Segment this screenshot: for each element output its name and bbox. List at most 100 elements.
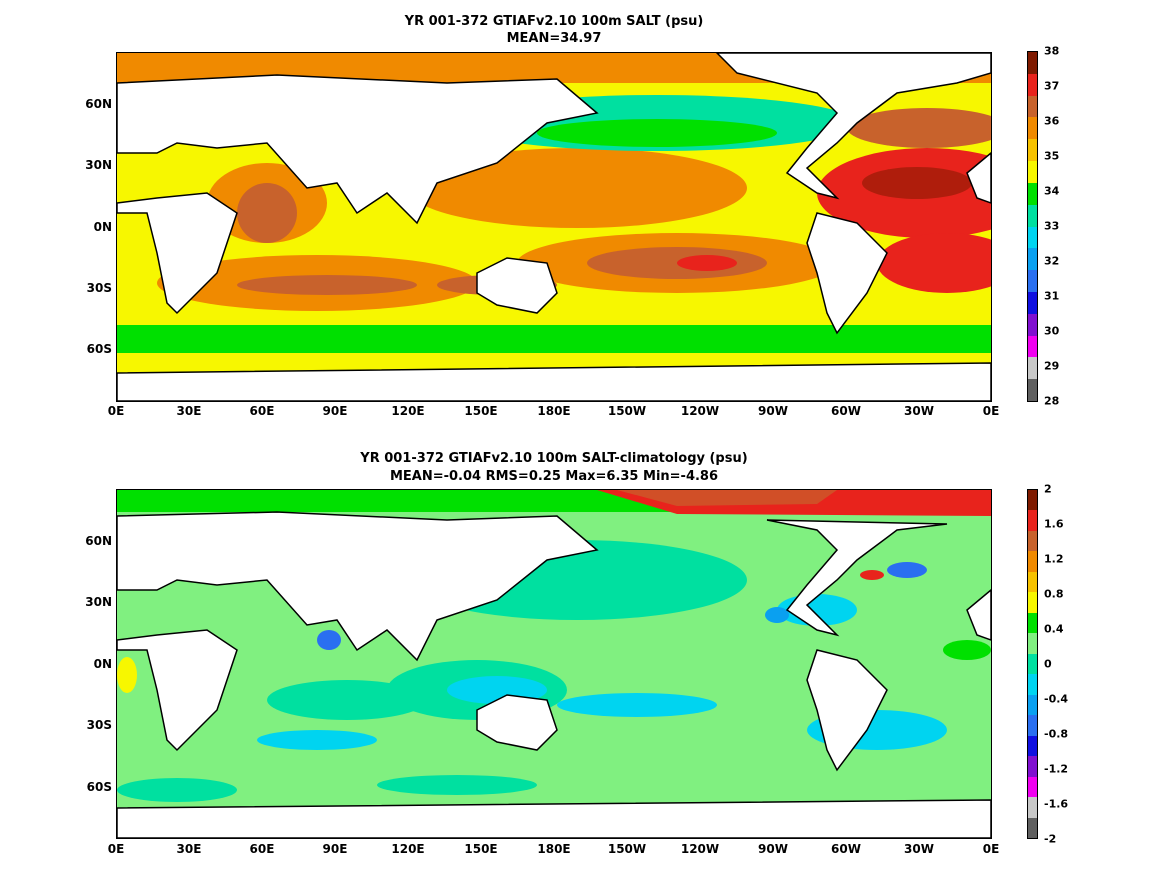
colorbar-label: 0 xyxy=(1044,657,1052,671)
colorbar-swatch xyxy=(1028,653,1037,675)
y-tick-label: 0N xyxy=(93,220,112,234)
colorbar-swatch xyxy=(1028,226,1037,249)
panel-title-line2: MEAN=34.97 xyxy=(506,31,602,46)
x-tick-label: 30E xyxy=(176,404,202,418)
colorbar-swatch xyxy=(1028,715,1037,736)
colorbar-label: 33 xyxy=(1044,219,1060,233)
colorbar-label: 37 xyxy=(1044,79,1060,93)
colorbar-swatch xyxy=(1028,117,1037,140)
x-tick-label: 0E xyxy=(982,842,1000,856)
x-tick-label: 90W xyxy=(758,842,788,856)
x-tick-label: 120E xyxy=(391,404,425,418)
panel-title-line2: MEAN=-0.04 RMS=0.25 Max=6.35 Min=-4.86 xyxy=(389,469,719,484)
panel-title-line1: YR 001-372 GTIAFv2.10 100m SALT-climatol… xyxy=(360,451,748,466)
colorbar-swatch xyxy=(1028,551,1037,572)
x-tick-label: 180E xyxy=(537,842,571,856)
colorbar-swatch xyxy=(1028,817,1037,838)
anomaly-map xyxy=(116,489,992,839)
x-tick-label: 30E xyxy=(176,842,202,856)
x-tick-label: 150E xyxy=(464,404,498,418)
y-tick-label: 30S xyxy=(86,718,112,732)
colorbar-swatch xyxy=(1028,674,1037,695)
colorbar-label: 28 xyxy=(1044,394,1060,408)
colorbar-label: 0.8 xyxy=(1044,587,1064,601)
colorbar-swatch xyxy=(1028,313,1037,336)
colorbar xyxy=(1027,489,1038,839)
colorbar-swatch xyxy=(1028,571,1037,593)
x-tick-label: 90E xyxy=(322,842,348,856)
y-tick-label: 60S xyxy=(86,780,112,794)
y-tick-label: 60S xyxy=(86,342,112,356)
colorbar-label: 32 xyxy=(1044,254,1060,268)
colorbar-swatch xyxy=(1028,248,1037,271)
colorbar-swatch xyxy=(1028,182,1037,205)
x-tick-label: 60E xyxy=(249,404,275,418)
colorbar-swatch xyxy=(1028,530,1037,552)
colorbar-label: 1.6 xyxy=(1044,517,1064,531)
x-tick-label: 150E xyxy=(464,842,498,856)
colorbar-swatch xyxy=(1028,735,1037,757)
colorbar-label: -2 xyxy=(1044,832,1057,846)
x-tick-label: 60W xyxy=(831,842,861,856)
y-tick-label: 60N xyxy=(85,97,112,111)
salinity-field xyxy=(117,53,991,401)
colorbar-swatch xyxy=(1028,357,1037,380)
colorbar-swatch xyxy=(1028,510,1037,531)
colorbar-label: 31 xyxy=(1044,289,1060,303)
colorbar-swatch xyxy=(1028,73,1037,96)
x-tick-label: 90W xyxy=(758,404,788,418)
colorbar-label: -0.4 xyxy=(1044,692,1069,706)
colorbar-swatch xyxy=(1028,204,1037,227)
colorbar-swatch xyxy=(1028,490,1037,511)
colorbar-swatch xyxy=(1028,52,1037,74)
colorbar-label: 30 xyxy=(1044,324,1060,338)
x-tick-label: 120W xyxy=(680,404,720,418)
x-tick-label: 150W xyxy=(607,842,647,856)
colorbar xyxy=(1027,51,1038,402)
x-tick-label: 60W xyxy=(831,404,861,418)
y-tick-label: 0N xyxy=(93,657,112,671)
x-axis-labels: 0E 30E 60E 90E 120E 150E 180E 150W 120W … xyxy=(108,842,1000,858)
colorbar-swatch xyxy=(1028,95,1037,118)
colorbar-label: -0.8 xyxy=(1044,727,1069,741)
y-tick-label: 30S xyxy=(86,281,112,295)
colorbar-swatch xyxy=(1028,694,1037,716)
y-tick-label: 60N xyxy=(85,534,112,548)
colorbar-label: 35 xyxy=(1044,149,1060,163)
colorbar-swatch xyxy=(1028,592,1037,613)
colorbar-label: 1.2 xyxy=(1044,552,1064,566)
colorbar-swatch xyxy=(1028,797,1037,818)
colorbar-swatch xyxy=(1028,139,1037,162)
colorbar-swatch xyxy=(1028,612,1037,634)
colorbar-swatch xyxy=(1028,776,1037,798)
panel-title-line1: YR 001-372 GTIAFv2.10 100m SALT (psu) xyxy=(404,14,704,29)
colorbar-swatch xyxy=(1028,756,1037,777)
colorbar-label: 0.4 xyxy=(1044,622,1064,636)
colorbar-label: 36 xyxy=(1044,114,1060,128)
y-tick-label: 30N xyxy=(85,158,112,172)
x-tick-label: 0E xyxy=(982,404,1000,418)
x-tick-label: 30W xyxy=(904,404,934,418)
x-tick-label: 0E xyxy=(107,842,125,856)
colorbar-swatch xyxy=(1028,335,1037,358)
x-tick-label: 0E xyxy=(107,404,125,418)
colorbar-swatch xyxy=(1028,379,1037,401)
x-tick-label: 180E xyxy=(537,404,571,418)
colorbar-swatch xyxy=(1028,270,1037,292)
x-tick-label: 90E xyxy=(322,404,348,418)
colorbar-label: 2 xyxy=(1044,482,1052,496)
anomaly-field xyxy=(117,490,991,838)
colorbar-label: 38 xyxy=(1044,44,1060,58)
x-tick-label: 60E xyxy=(249,842,275,856)
colorbar-label: 29 xyxy=(1044,359,1060,373)
colorbar-swatch xyxy=(1028,161,1037,183)
salinity-map xyxy=(116,52,992,402)
x-tick-label: 30W xyxy=(904,842,934,856)
colorbar-swatch xyxy=(1028,291,1037,314)
colorbar-label: -1.6 xyxy=(1044,797,1069,811)
x-tick-label: 150W xyxy=(607,404,647,418)
colorbar-swatch xyxy=(1028,633,1037,654)
x-axis-labels: 0E 30E 60E 90E 120E 150E 180E 150W 120W … xyxy=(108,404,1000,420)
x-tick-label: 120E xyxy=(391,842,425,856)
colorbar-label: 34 xyxy=(1044,184,1060,198)
